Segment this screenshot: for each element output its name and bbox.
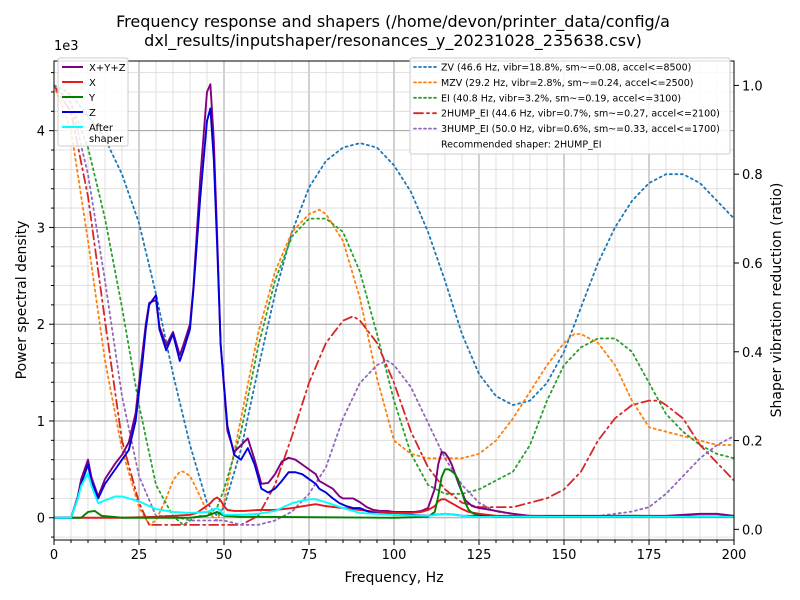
legend-label-3hump-ei: 3HUMP_EI (50.0 Hz, vibr=0.6%, sm~=0.33, … <box>441 124 720 135</box>
x-tick-label: 175 <box>637 548 662 563</box>
y2-tick-label: 0.0 <box>742 523 763 538</box>
legend-label-y: Y <box>88 93 96 104</box>
legend-right-box <box>409 57 731 155</box>
x-tick-label: 200 <box>722 548 747 563</box>
x-tick-label: 25 <box>131 548 148 563</box>
legend-label-x-y-z: X+Y+Z <box>89 63 126 74</box>
x-tick-label: 150 <box>552 548 577 563</box>
series-group <box>54 83 734 527</box>
chart-title-line-2: dxl_results/inputshaper/resonances_y_202… <box>144 31 642 51</box>
y-tick-label: 3 <box>37 221 45 236</box>
y-tick-label: 1 <box>37 415 45 430</box>
y2-tick-label: 0.8 <box>742 168 763 183</box>
x-tick-label: 100 <box>382 548 407 563</box>
x-tick-label: 50 <box>216 548 233 563</box>
legend-label-ei: EI (40.8 Hz, vibr=3.2%, sm~=0.19, accel<… <box>441 93 681 104</box>
legend-left-box <box>57 57 129 147</box>
legend-label-after-shaper: After <box>89 123 114 134</box>
y2-axis-label: Shaper vibration reduction (ratio) <box>769 183 785 418</box>
legend-label-mzv: MZV (29.2 Hz, vibr=2.8%, sm~=0.24, accel… <box>441 78 693 89</box>
shaper-line-zv <box>54 84 734 518</box>
axes: 0 25 50 75 100 125 150 175 200 0 1 2 3 4 0.0 0.2 0.4 0.6 0… <box>37 72 763 563</box>
shaper-line-ei <box>54 84 734 527</box>
shaper-line-mzv <box>54 84 734 527</box>
plot-area <box>54 83 734 527</box>
legend-shapers: ZV (46.6 Hz, vibr=18.8%, sm~=0.08, accel… <box>409 57 731 155</box>
legend-label-zv: ZV (46.6 Hz, vibr=18.8%, sm~=0.08, accel… <box>441 63 691 74</box>
shaper-line-2hump-ei <box>54 84 734 526</box>
x-tick-label: 75 <box>301 548 318 563</box>
legend-label-x: X <box>89 78 96 89</box>
y-axis-label: Power spectral density <box>14 221 30 380</box>
recommended-shaper-text: Recommended shaper: 2HUMP_EI <box>441 140 602 151</box>
y-tick-label: 0 <box>37 512 45 527</box>
y2-tick-label: 0.4 <box>742 346 763 361</box>
psd-line-after-shaper <box>54 472 734 519</box>
psd-line-x <box>54 496 734 519</box>
y-axis-multiplier: 1e3 <box>54 39 79 54</box>
x-axis-label: Frequency, Hz <box>344 570 443 586</box>
legend-label-after-shaper: shaper <box>89 134 124 145</box>
y2-tick-label: 0.2 <box>742 435 763 450</box>
legend-label-2hump-ei: 2HUMP_EI (44.6 Hz, vibr=0.7%, sm~=0.27, … <box>441 109 720 120</box>
x-tick-label: 125 <box>467 548 492 563</box>
y2-tick-label: 1.0 <box>742 79 763 94</box>
x-tick-label: 0 <box>50 548 58 563</box>
y-tick-label: 4 <box>37 125 45 140</box>
legend-label-z: Z <box>89 108 96 119</box>
y2-tick-label: 0.6 <box>742 257 763 272</box>
y-tick-label: 2 <box>37 318 45 333</box>
chart-title-line-1: Frequency response and shapers (/home/de… <box>116 12 670 32</box>
